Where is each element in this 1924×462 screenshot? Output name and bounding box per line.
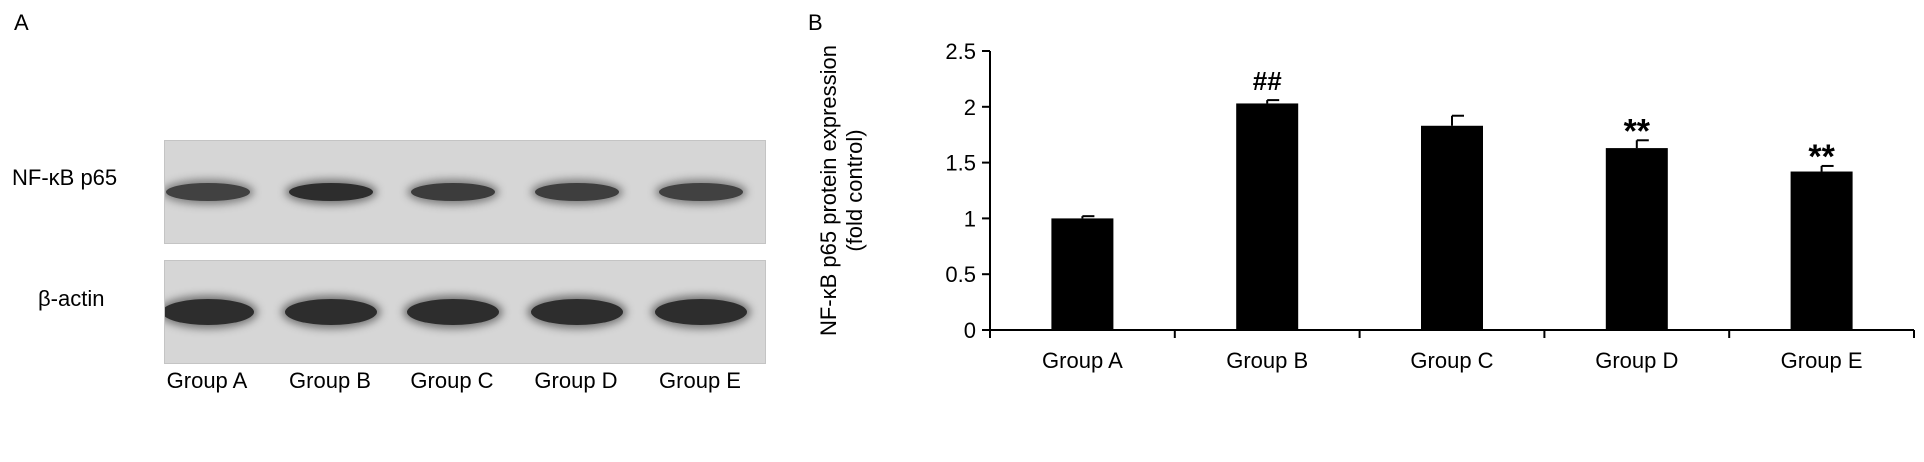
x-tick-label: Group C [1410,348,1493,373]
panel-b-letter: B [808,10,823,35]
blot-row-label-p65: NF-κB p65 [12,165,118,190]
y-tick-label: 1.5 [945,151,976,176]
blot-strip-p65 [164,140,766,244]
p65-band-3 [411,183,495,201]
actin-band-5 [655,299,747,325]
bar-3 [1421,125,1483,330]
x-tick-label: Group A [1042,348,1123,373]
bar-chart: 0 0.5 1 1.5 2 2.5 NF-κB p65 protein expression… [816,39,1915,373]
blot-lane-label: Group E [659,368,741,393]
p65-band-2 [289,183,373,201]
bar-4 [1605,148,1668,330]
p65-band-5 [659,183,743,201]
blot-strip-actin [164,260,766,364]
x-tick-label: Group D [1595,348,1678,373]
y-axis-label-line1: NF-κB p65 protein expression [816,45,841,336]
y-tick-label: 1 [964,206,976,231]
x-tick-label: Group E [1781,348,1863,373]
chart-bars [1051,99,1853,331]
bar-1 [1051,218,1114,330]
panel-a-letter: A [14,10,29,35]
x-tick-label: Group B [1226,348,1308,373]
p65-band-4 [535,183,619,201]
y-tick-label: 2 [964,95,976,120]
blot-lane-label: Group B [289,368,371,393]
significance-mark-4: ** [1624,112,1651,150]
bar-5 [1790,171,1853,330]
blot-row-label-actin: β-actin [38,286,105,311]
significance-mark-5: ** [1808,138,1835,176]
p65-band-1 [166,183,250,201]
actin-band-1 [165,299,254,325]
blot-lane-label: Group C [410,368,494,393]
bar-2 [1236,103,1299,331]
blot-lane-label: Group A [166,368,248,393]
chart-labels: 0 0.5 1 1.5 2 2.5 NF-κB p65 protein expression… [816,39,1863,373]
y-tick-label: 0.5 [945,262,976,287]
y-tick-label: 2.5 [945,39,976,64]
y-tick-label: 0 [964,318,976,343]
actin-band-3 [407,299,499,325]
actin-band-4 [531,299,623,325]
actin-band-2 [285,299,377,325]
y-axis-label-line2: (fold control) [842,129,867,251]
significance-mark-2: ## [1253,66,1282,96]
blot-lane-label: Group D [534,368,618,393]
